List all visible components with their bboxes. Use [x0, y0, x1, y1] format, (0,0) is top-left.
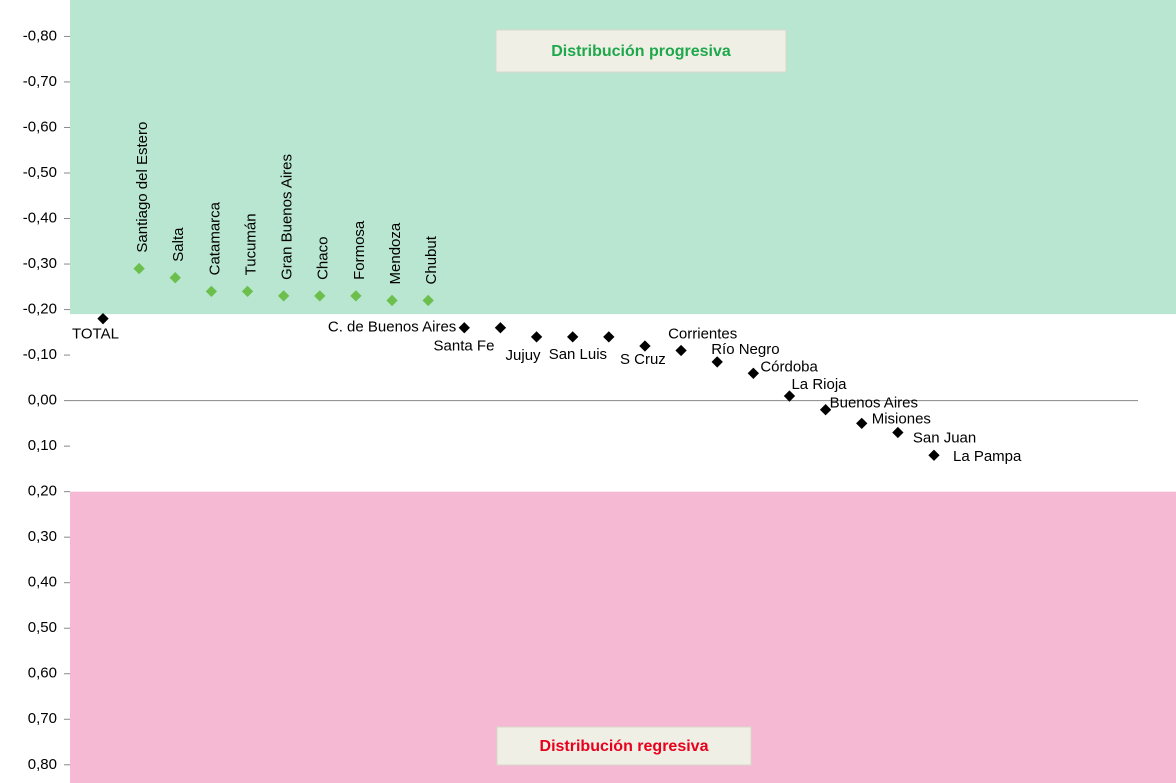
- point-label: Río Negro: [711, 341, 779, 358]
- point-label: San Luis: [549, 346, 607, 363]
- point: [97, 313, 109, 325]
- point: [169, 272, 181, 284]
- point-label: Chaco: [315, 237, 332, 280]
- point-label: Corrientes: [668, 325, 737, 342]
- point-label: Jujuy: [506, 347, 542, 364]
- point-label: Santa Fe: [434, 338, 495, 355]
- point: [928, 449, 940, 461]
- point: [530, 331, 543, 343]
- point: [819, 404, 832, 416]
- point: [422, 294, 434, 307]
- y-tick-label: -0,30: [23, 255, 57, 272]
- y-tick-label: 0,40: [28, 574, 57, 591]
- y-tick-label: 0,10: [28, 437, 57, 454]
- point: [458, 322, 470, 334]
- point: [494, 322, 507, 334]
- y-tick-label: 0,00: [28, 392, 57, 409]
- point: [675, 344, 687, 357]
- point-label: La Pampa: [953, 448, 1022, 465]
- point-label: Catamarca: [206, 201, 223, 275]
- y-tick-label: 0,80: [28, 756, 57, 773]
- y-tick-label: 0,50: [28, 619, 57, 636]
- point-label: Córdoba: [760, 358, 818, 375]
- point: [277, 290, 290, 302]
- point-label: Santiago del Estero: [134, 122, 151, 253]
- point: [314, 290, 326, 302]
- y-tick-label: -0,80: [23, 27, 57, 44]
- point: [747, 367, 759, 379]
- point: [241, 285, 254, 298]
- y-tick-label: 0,20: [28, 483, 57, 500]
- y-tick-label: -0,50: [23, 164, 57, 181]
- y-tick-label: -0,40: [23, 209, 57, 226]
- band-label: Distribución progresiva: [551, 43, 731, 60]
- point-label: La Rioja: [791, 376, 847, 393]
- band-label: Distribución regresiva: [540, 738, 709, 755]
- point: [639, 340, 651, 352]
- point-label: S Cruz: [620, 351, 666, 368]
- point: [856, 417, 868, 430]
- y-tick-label: 0,30: [28, 528, 57, 545]
- y-tick-label: -0,10: [23, 346, 57, 363]
- point-label: Misiones: [872, 410, 931, 427]
- point-label: C. de Buenos Aires: [328, 319, 456, 336]
- point: [567, 331, 579, 343]
- band-label-box: [495, 29, 787, 73]
- point-label: Chubut: [423, 235, 440, 284]
- y-tick-label: -0,60: [23, 118, 57, 135]
- point-label: Tucumán: [242, 213, 259, 275]
- y-tick-label: -0,70: [23, 73, 57, 90]
- point: [711, 356, 723, 368]
- point: [350, 290, 362, 302]
- point-label: Mendoza: [387, 222, 404, 284]
- point: [205, 285, 218, 298]
- y-tick-label: 0,60: [28, 665, 57, 682]
- y-tick-label: 0,70: [28, 710, 57, 727]
- point: [603, 331, 615, 343]
- band-label-box: [496, 726, 752, 766]
- point-label: San Juan: [913, 429, 976, 446]
- point-label: Salta: [170, 227, 187, 262]
- y-tick-label: -0,20: [23, 301, 57, 318]
- point: [783, 390, 796, 402]
- point: [386, 294, 398, 307]
- point: [133, 262, 145, 275]
- point-label: Buenos Aires: [830, 395, 918, 412]
- point: [892, 426, 904, 439]
- point-label: Gran Buenos Aires: [279, 154, 296, 280]
- point-label: Formosa: [351, 220, 368, 280]
- point-label: TOTAL: [72, 326, 119, 343]
